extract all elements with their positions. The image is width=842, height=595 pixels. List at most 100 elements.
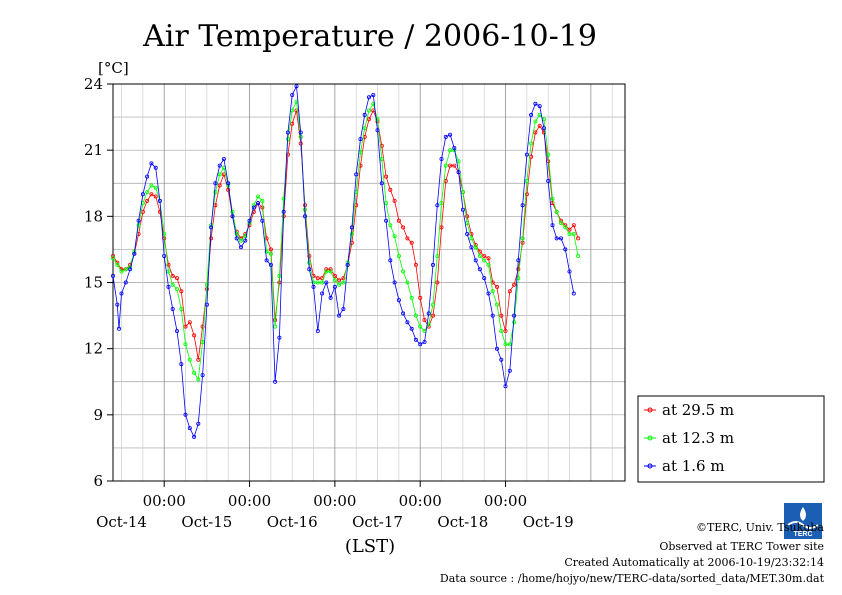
- data-point: [123, 280, 128, 285]
- data-point: [213, 190, 218, 195]
- x-time-label: 00:00: [399, 492, 442, 510]
- data-point: [213, 181, 218, 186]
- data-point: [140, 192, 145, 197]
- x-time-label: 00:00: [143, 492, 186, 510]
- data-point: [174, 287, 179, 292]
- data-point: [516, 258, 521, 263]
- x-date-label: Oct-15: [181, 513, 232, 531]
- data-point: [443, 134, 448, 139]
- data-point: [145, 174, 150, 179]
- data-point: [482, 276, 487, 281]
- data-point: [541, 126, 546, 131]
- data-point: [388, 223, 393, 228]
- data-point: [563, 225, 568, 230]
- data-point: [307, 267, 312, 272]
- data-point: [179, 306, 184, 311]
- data-point: [111, 256, 116, 261]
- data-point: [460, 190, 465, 195]
- data-point: [196, 357, 201, 362]
- data-point: [388, 258, 393, 263]
- data-point: [503, 328, 508, 333]
- data-point: [366, 108, 371, 113]
- data-point: [448, 163, 453, 168]
- data-point: [170, 282, 175, 287]
- data-point: [477, 267, 482, 272]
- data-point: [477, 249, 482, 254]
- data-point: [179, 362, 184, 367]
- data-point: [563, 247, 568, 252]
- data-point: [409, 240, 414, 245]
- data-point: [529, 141, 534, 146]
- data-point: [217, 172, 222, 177]
- data-point: [465, 214, 470, 219]
- data-point: [320, 280, 325, 285]
- data-point: [200, 324, 205, 329]
- data-point: [149, 192, 154, 197]
- logo-text: TERC: [793, 531, 812, 538]
- data-point: [401, 225, 406, 230]
- data-point: [324, 269, 329, 274]
- wave-icon: [787, 521, 819, 529]
- data-point: [494, 346, 499, 351]
- x-date-label: Oct-17: [352, 513, 403, 531]
- data-point: [204, 282, 209, 287]
- data-point: [192, 434, 197, 439]
- data-point: [473, 245, 478, 250]
- data-point: [529, 112, 534, 117]
- data-point: [516, 267, 521, 272]
- data-point: [366, 117, 371, 122]
- data-point: [567, 227, 572, 232]
- data-point: [157, 198, 162, 203]
- data-point: [507, 289, 512, 294]
- data-point: [153, 185, 158, 190]
- data-point: [115, 262, 120, 267]
- data-point: [576, 253, 581, 258]
- legend-box: [637, 395, 825, 483]
- data-point: [384, 201, 389, 206]
- data-point: [234, 236, 239, 241]
- data-point: [503, 342, 508, 347]
- data-point: [174, 276, 179, 281]
- data-point: [187, 320, 192, 325]
- y-tick-label: 9: [93, 406, 103, 424]
- data-point: [183, 342, 188, 347]
- data-point: [456, 170, 461, 175]
- data-point: [533, 101, 538, 106]
- data-point: [546, 152, 551, 157]
- data-point: [418, 342, 423, 347]
- data-point: [494, 284, 499, 289]
- data-point: [179, 289, 184, 294]
- data-point: [537, 123, 542, 128]
- data-point: [469, 236, 474, 241]
- data-point: [392, 280, 397, 285]
- data-point: [571, 223, 576, 228]
- data-point: [388, 187, 393, 192]
- data-point: [166, 262, 171, 267]
- legend-label: at 1.6 m: [662, 457, 725, 475]
- legend-marker: [647, 407, 653, 413]
- data-point: [307, 260, 312, 265]
- data-point: [490, 313, 495, 318]
- data-point: [170, 273, 175, 278]
- data-point: [341, 276, 346, 281]
- data-point: [482, 253, 487, 258]
- y-axis-unit: [°C]: [98, 59, 129, 77]
- data-point: [315, 328, 320, 333]
- data-point: [128, 267, 133, 272]
- data-point: [341, 280, 346, 285]
- data-point: [315, 276, 320, 281]
- data-point: [392, 234, 397, 239]
- grid: [113, 84, 625, 481]
- data-point: [550, 196, 555, 201]
- data-point: [554, 209, 559, 214]
- data-point: [379, 181, 384, 186]
- data-point: [435, 253, 440, 258]
- series-line: [112, 84, 575, 438]
- footer-created: Created Automatically at 2006-10-19/23:3…: [564, 556, 824, 569]
- data-point: [537, 104, 542, 109]
- data-point: [166, 269, 171, 274]
- series-2: [111, 84, 576, 439]
- data-point: [337, 282, 342, 287]
- data-point: [524, 152, 529, 157]
